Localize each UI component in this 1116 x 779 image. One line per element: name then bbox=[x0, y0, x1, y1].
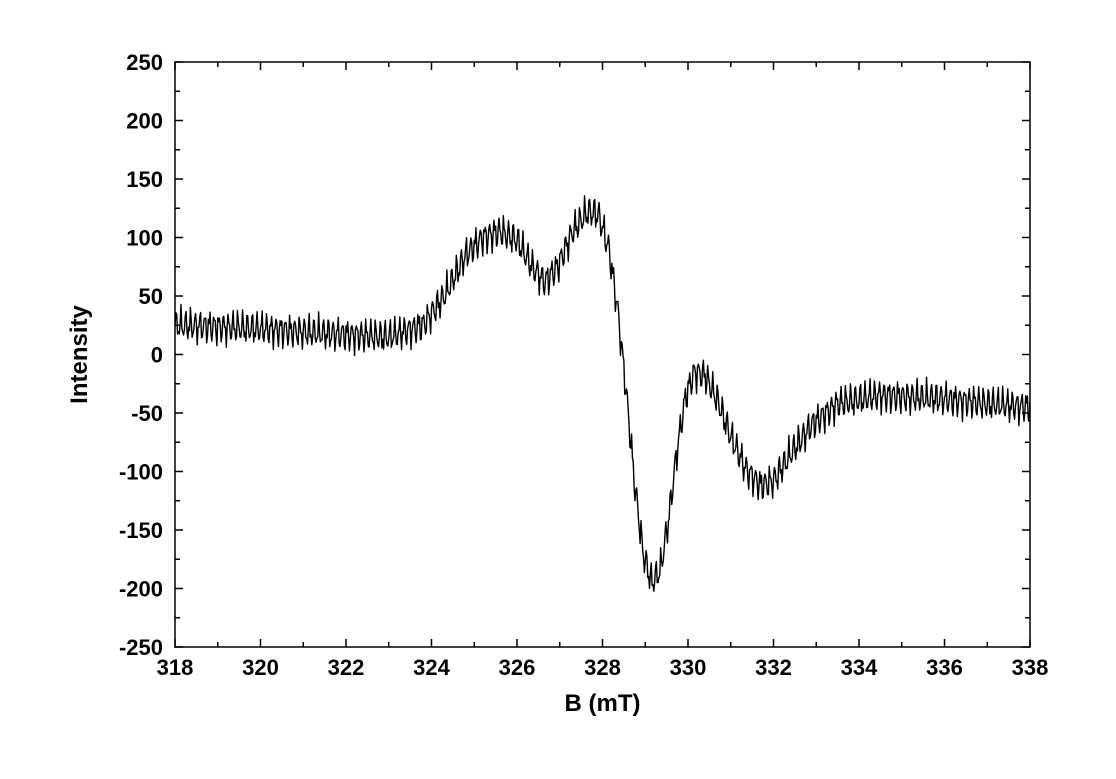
y-tick-label: 200 bbox=[126, 109, 163, 134]
y-tick-label: -50 bbox=[131, 401, 163, 426]
y-tick-label: 50 bbox=[139, 284, 163, 309]
x-tick-label: 332 bbox=[755, 655, 792, 680]
y-tick-label: 0 bbox=[151, 343, 163, 368]
y-tick-label: 250 bbox=[126, 50, 163, 75]
y-tick-label: -100 bbox=[119, 460, 163, 485]
y-tick-label: -250 bbox=[119, 635, 163, 660]
x-tick-label: 336 bbox=[926, 655, 963, 680]
x-tick-label: 334 bbox=[841, 655, 878, 680]
epr-spectrum-chart: 318320322324326328330332334336338-250-20… bbox=[0, 0, 1116, 779]
x-tick-label: 320 bbox=[242, 655, 279, 680]
y-tick-label: 100 bbox=[126, 226, 163, 251]
y-axis-label: Intensity bbox=[66, 305, 93, 404]
x-axis-label: B (mT) bbox=[565, 690, 641, 717]
x-tick-label: 324 bbox=[413, 655, 450, 680]
y-tick-label: -150 bbox=[119, 518, 163, 543]
y-tick-label: 150 bbox=[126, 167, 163, 192]
x-tick-label: 330 bbox=[670, 655, 707, 680]
y-tick-label: -200 bbox=[119, 577, 163, 602]
x-tick-label: 338 bbox=[1012, 655, 1049, 680]
chart-svg: 318320322324326328330332334336338-250-20… bbox=[0, 0, 1116, 779]
x-tick-label: 322 bbox=[328, 655, 365, 680]
x-tick-label: 328 bbox=[584, 655, 621, 680]
x-tick-label: 326 bbox=[499, 655, 536, 680]
